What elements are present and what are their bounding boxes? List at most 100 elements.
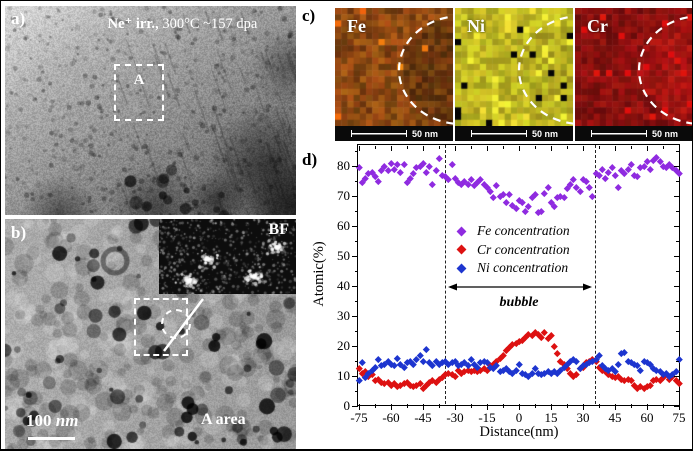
y-tick-label: 60 [337, 218, 350, 233]
x-axis-title: Distance(nm) [479, 424, 559, 440]
x-tick-label: -15 [478, 410, 496, 425]
eds-map-ni-element-label: Ni [467, 16, 485, 36]
legend-item: Cr concentration [456, 241, 570, 259]
bubble-circle-marker [161, 309, 191, 339]
x-major-tick [455, 404, 457, 410]
y-minor-tick [354, 241, 358, 242]
x-major-tick [583, 404, 585, 410]
y-right-tick [674, 256, 679, 258]
y-right-minor-tick [675, 331, 679, 332]
x-top-minor-tick [503, 146, 504, 149]
y-major-tick [352, 226, 358, 228]
y-major-tick [352, 376, 358, 378]
x-top-tick [679, 146, 681, 151]
panel-a-roi-label: A [133, 72, 145, 88]
eds-map-fe-element-label: Fe [347, 16, 366, 36]
x-tick-label: -75 [350, 410, 368, 425]
x-tick-label: -60 [382, 410, 400, 425]
y-tick-label: 50 [337, 248, 350, 263]
scalebar-label: 50 nm [652, 128, 679, 139]
y-right-minor-tick [675, 361, 679, 362]
y-right-tick [674, 376, 679, 378]
y-right-tick [674, 316, 679, 318]
panel-a-label: a) [11, 9, 26, 28]
y-axis-title: Atomic(%) [311, 241, 327, 307]
x-top-tick [647, 146, 649, 151]
eds-map-cr-element-label: Cr [587, 16, 608, 36]
y-minor-tick [354, 331, 358, 332]
x-top-tick [455, 146, 457, 151]
legend-label: Cr concentration [477, 241, 570, 257]
y-right-minor-tick [675, 211, 679, 212]
x-minor-tick [567, 404, 568, 408]
x-minor-tick [631, 404, 632, 408]
panel-b: b) BF 100 nm A area [5, 219, 296, 449]
y-major-tick [352, 406, 358, 408]
scalebar-line [471, 130, 527, 137]
x-top-minor-tick [439, 146, 440, 149]
y-right-tick [674, 346, 679, 348]
x-tick-label: 15 [544, 410, 558, 425]
eds-map-cr: Cr [575, 8, 692, 126]
x-tick-label: 75 [672, 410, 686, 425]
legend-item: Fe concentration [456, 222, 570, 240]
panel-b-scalebar-line [28, 437, 75, 440]
panel-b-area-label: A area [201, 411, 246, 428]
x-top-minor-tick [375, 146, 376, 149]
y-major-tick [352, 346, 358, 348]
x-minor-tick [503, 404, 504, 408]
legend-label: Fe concentration [477, 223, 570, 238]
panel-a-micrograph [5, 6, 296, 215]
bubble-boundary-right-line [595, 145, 596, 404]
eds-map-fe-scalebar: 50 nm [335, 126, 453, 141]
y-tick-label: 70 [337, 188, 350, 203]
legend-item: Ni concentration [456, 259, 569, 277]
x-top-minor-tick [471, 146, 472, 149]
y-right-minor-tick [675, 241, 679, 242]
x-minor-tick [663, 404, 664, 408]
scalebar-line [591, 130, 647, 137]
x-minor-tick [471, 404, 472, 408]
y-tick-label: 40 [337, 278, 350, 293]
x-top-tick [551, 146, 553, 151]
y-minor-tick [354, 391, 358, 392]
panel-b-roi-box [134, 298, 188, 356]
eds-map-ni: Ni [455, 8, 573, 126]
x-major-tick [679, 404, 681, 410]
x-minor-tick [439, 404, 440, 408]
panel-b-scalebar-text: 100 nm [26, 411, 78, 431]
x-top-tick [423, 146, 425, 151]
y-right-minor-tick [675, 301, 679, 302]
panel-b-annotations [161, 298, 204, 352]
y-right-tick [674, 226, 679, 228]
y-right-tick [674, 286, 679, 288]
y-right-minor-tick [675, 181, 679, 182]
legend-label: Ni concentration [477, 260, 569, 275]
x-top-minor-tick [535, 146, 536, 149]
y-right-tick [674, 166, 679, 168]
scalebar-label: 50 nm [532, 128, 559, 139]
x-top-minor-tick [599, 146, 600, 149]
y-tick-label: 10 [337, 368, 350, 383]
x-top-minor-tick [567, 146, 568, 149]
x-major-tick [359, 404, 361, 410]
panel-a: a) Ne⁺ irr., 300°C ~157 dpa A [5, 6, 296, 215]
x-top-minor-tick [663, 146, 664, 149]
y-major-tick [352, 196, 358, 198]
bf-inset-image [159, 219, 296, 294]
legend-marker [456, 263, 467, 273]
eds-map-cr-scalebar: 50 nm [575, 126, 692, 141]
x-tick-label: 45 [608, 410, 622, 425]
x-top-tick [615, 146, 617, 151]
x-minor-tick [407, 404, 408, 408]
y-right-minor-tick [675, 391, 679, 392]
scalebar-unit: nm [55, 411, 79, 430]
x-top-minor-tick [407, 146, 408, 149]
x-minor-tick [535, 404, 536, 408]
y-tick-label: 30 [337, 308, 350, 323]
y-minor-tick [354, 271, 358, 272]
y-minor-tick [354, 361, 358, 362]
x-top-tick [519, 146, 521, 151]
scalebar-value: 100 [26, 411, 52, 430]
x-top-tick [359, 146, 361, 151]
